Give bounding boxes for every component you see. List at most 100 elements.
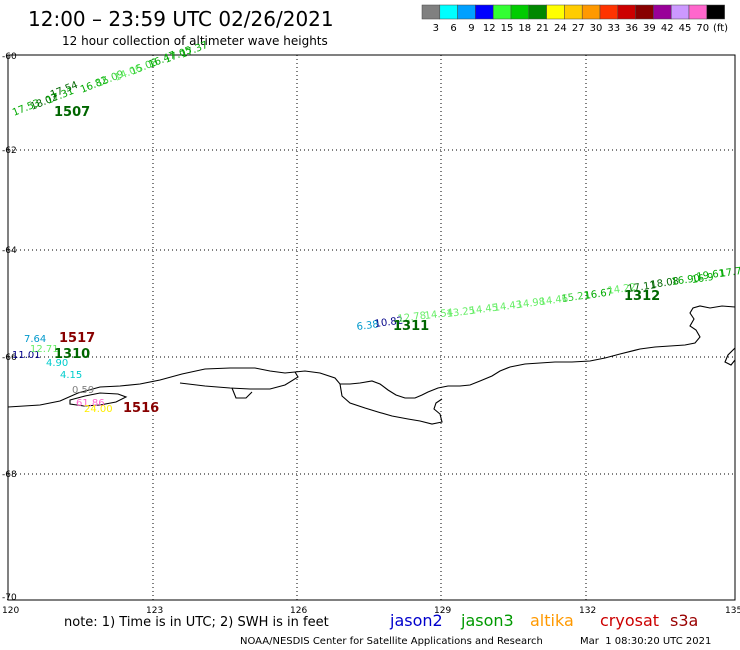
track-time-label: 1516 <box>123 401 159 416</box>
legend-label: 24 <box>554 23 567 34</box>
legend-label: 70 <box>696 23 709 34</box>
track-time-label: 1517 <box>59 331 95 346</box>
legend-label: 39 <box>643 23 656 34</box>
wave-height-value: 14.54 <box>424 308 454 322</box>
lon-label: 120 <box>2 606 19 616</box>
lat-label: -64 <box>2 246 17 256</box>
wave-height-value: 7.64 <box>24 334 46 345</box>
credit-text: NOAA/NESDIS Center for Satellite Applica… <box>240 636 543 647</box>
color-legend: 3 6 9 12 15 18 21 24 27 30 33 36 39 42 45 70 (ft) <box>421 4 728 34</box>
legend-swatch <box>599 4 619 20</box>
satellite-name: cryosat <box>600 611 659 630</box>
wave-height-value: 13.25 <box>446 306 476 320</box>
legend-swatch <box>617 4 636 20</box>
wave-height-value: 24.00 <box>84 404 113 415</box>
wave-height-value: 17.7 <box>719 266 740 280</box>
legend-swatch <box>670 4 690 20</box>
legend-swatch <box>439 4 458 20</box>
lon-label: 132 <box>579 606 596 616</box>
lon-label: 129 <box>434 606 451 616</box>
legend-swatch <box>706 4 725 20</box>
track-time-label: 1310 <box>54 347 90 362</box>
coastline-bay-1 <box>179 371 299 390</box>
legend-label: 27 <box>572 23 585 34</box>
legend-swatch <box>653 4 672 20</box>
wave-height-value: 14.22 <box>607 282 637 297</box>
lon-label: 126 <box>290 606 307 616</box>
wave-height-value: 11.01 <box>12 350 41 361</box>
wave-height-value: 61.86 <box>76 398 105 409</box>
legend-swatch <box>510 4 530 20</box>
lon-label: 135 <box>725 606 740 616</box>
generated-timestamp: Mar 1 08:30:20 UTC 2021 <box>580 636 711 647</box>
satellite-name: jason2 <box>389 611 443 630</box>
track-time-label: 1312 <box>624 289 660 304</box>
track-time-label: 1311 <box>393 319 429 334</box>
satellite-name: s3a <box>670 611 698 630</box>
legend-swatch <box>564 4 583 20</box>
legend-swatch <box>635 4 654 20</box>
plot-border <box>7 54 736 601</box>
legend-swatch <box>528 4 547 20</box>
coastline-tongue <box>69 392 128 407</box>
coastline-east <box>724 347 736 366</box>
lat-label: -66 <box>2 353 17 363</box>
legend-label: 21 <box>536 23 549 34</box>
legend-swatch <box>457 4 476 20</box>
legend-unit: (ft) <box>713 23 728 34</box>
wave-height-value: 12.78 <box>397 311 427 325</box>
satellite-name: altika <box>530 611 574 630</box>
wave-height-value: 19.61 <box>696 268 726 283</box>
wave-height-value: 17.11 <box>627 280 657 295</box>
legend-swatch <box>492 4 512 20</box>
wave-height-value: 0.59 <box>72 385 94 396</box>
legend-label: 18 <box>518 23 531 34</box>
wave-height-value: 12.71 <box>30 344 59 355</box>
satellite-legend: jason2 jason3 altika cryosat s3a <box>389 611 698 630</box>
satellite-name: jason3 <box>460 611 514 630</box>
legend-label: 45 <box>679 23 692 34</box>
wave-height-value: 6.38 <box>356 319 379 333</box>
footer-note: note: 1) Time is in UTC; 2) SWH is in fe… <box>64 615 329 630</box>
lat-label: -60 <box>2 52 17 62</box>
wave-height-value: 14.45 <box>469 303 499 317</box>
coastline-bay-3 <box>339 383 443 425</box>
legend-label: 42 <box>661 23 674 34</box>
legend-swatch <box>475 4 494 20</box>
legend-label: 33 <box>607 23 620 34</box>
legend-swatch <box>421 4 441 20</box>
legend-swatch <box>581 4 601 20</box>
legend-swatch <box>546 4 565 20</box>
legend-label: 3 <box>433 23 439 34</box>
lat-label: -62 <box>2 146 17 156</box>
wave-height-value: 14.98 <box>516 297 546 311</box>
legend-swatch <box>688 4 708 20</box>
wave-height-value: 16.90 <box>671 273 701 288</box>
antarctic-coastline <box>7 305 736 408</box>
legend-label: 6 <box>450 23 456 34</box>
legend-label: 30 <box>590 23 603 34</box>
track-time-label: 1507 <box>54 105 90 120</box>
lat-label: -70 <box>2 593 17 603</box>
wave-height-value: 4.15 <box>60 370 82 381</box>
plot-area: -60 -62 -64 -66 -68 -70 120 123 126 129 … <box>2 40 740 616</box>
wave-height-value: 14.43 <box>493 300 523 314</box>
wave-height-value: 15.21 <box>561 290 591 305</box>
wave-height-value: 4.90 <box>46 358 68 369</box>
legend-label: 12 <box>483 23 496 34</box>
wave-height-value: 10.82 <box>374 316 404 330</box>
legend-label: 36 <box>625 23 638 34</box>
map-title: 12:00 – 23:59 UTC 02/26/2021 <box>28 7 334 31</box>
wave-height-value: 18.08 <box>650 276 680 291</box>
lat-label: -68 <box>2 470 17 480</box>
wave-height-value: 14.46 <box>539 294 569 308</box>
map-subtitle: 12 hour collection of altimeter wave hei… <box>62 34 328 48</box>
wave-height-value: 16.9 <box>691 272 715 286</box>
coastline-bay-2 <box>231 387 253 399</box>
wave-height-value: 16.67 <box>584 287 614 302</box>
legend-label: 9 <box>468 23 474 34</box>
legend-label: 15 <box>501 23 514 34</box>
lon-label: 123 <box>146 606 163 616</box>
